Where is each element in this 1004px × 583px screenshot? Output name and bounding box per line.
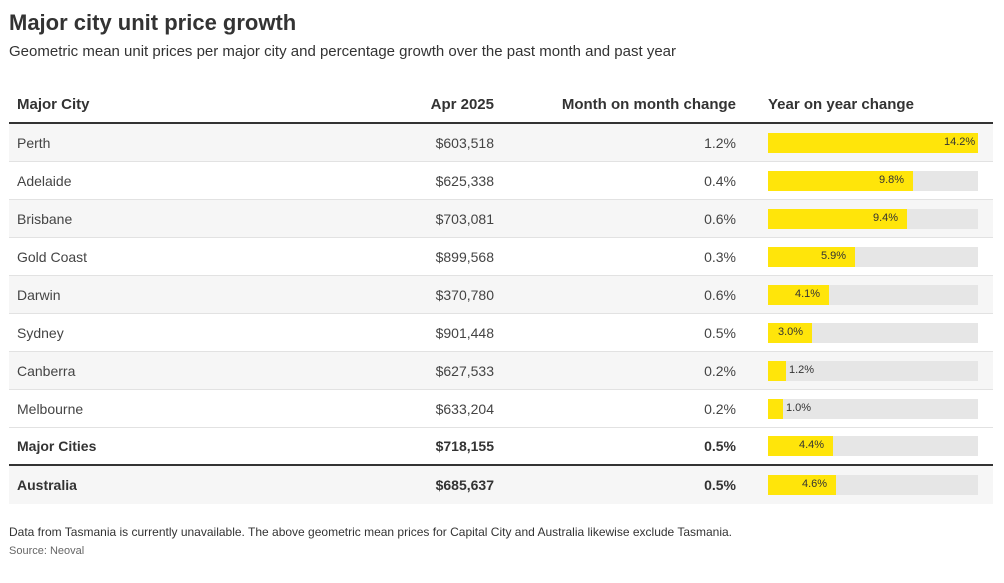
yoy-bar-track: 1.2% — [768, 360, 978, 381]
mom-change-cell: 0.5% — [494, 427, 736, 466]
mom-change-cell: 0.2% — [494, 351, 736, 390]
yoy-bar — [768, 322, 812, 343]
yoy-bar-label: 4.4% — [799, 439, 825, 451]
yoy-bar-label: 9.4% — [873, 211, 899, 224]
table-row: Gold Coast $899,568 0.3% 5.9% — [9, 237, 993, 276]
city-cell: Darwin — [9, 275, 259, 314]
table-row: Sydney $901,448 0.5% 3.0% — [9, 313, 993, 352]
yoy-bar-track: 9.8% — [768, 170, 978, 191]
mom-change-cell: 0.4% — [494, 161, 736, 200]
yoy-bar-track: 4.1% — [768, 284, 978, 305]
yoy-bar — [768, 360, 786, 381]
yoy-bar-track: 14.2% — [768, 132, 978, 153]
mom-change-cell: 1.2% — [494, 123, 736, 162]
yoy-change-cell: 9.4% — [736, 199, 993, 238]
yoy-bar — [768, 475, 836, 495]
yoy-bar-track: 4.6% — [768, 475, 978, 495]
price-cell: $625,338 — [259, 161, 494, 200]
mom-change-cell: 0.3% — [494, 237, 736, 276]
footnote: Data from Tasmania is currently unavaila… — [9, 525, 733, 539]
yoy-bar-label: 4.6% — [802, 478, 828, 490]
price-cell: $685,637 — [259, 465, 494, 504]
yoy-change-cell: 9.8% — [736, 161, 993, 200]
table-row: Australia $685,637 0.5% 4.6% — [9, 465, 993, 504]
yoy-change-cell: 3.0% — [736, 313, 993, 352]
yoy-bar — [768, 246, 855, 267]
yoy-bar-track: 5.9% — [768, 246, 978, 267]
header-apr-2025[interactable]: Apr 2025 — [259, 86, 494, 124]
table-body: Perth $603,518 1.2% 14.2% Adelaide $625,338 0.… — [9, 123, 993, 504]
price-cell: $718,155 — [259, 427, 494, 466]
mom-change-cell: 0.2% — [494, 389, 736, 428]
table-row: Melbourne $633,204 0.2% 1.0% — [9, 389, 993, 428]
header-month-on-month[interactable]: Month on month change — [494, 86, 736, 124]
yoy-bar-label: 1.0% — [786, 401, 812, 414]
yoy-bar — [768, 398, 783, 419]
chart-title: Major city unit price growth — [9, 10, 297, 35]
table-row: Canberra $627,533 0.2% 1.2% — [9, 351, 993, 390]
yoy-bar-track: 9.4% — [768, 208, 978, 229]
city-cell: Perth — [9, 123, 259, 162]
table-row: Adelaide $625,338 0.4% 9.8% — [9, 161, 993, 200]
yoy-change-cell: 5.9% — [736, 237, 993, 276]
city-cell: Sydney — [9, 313, 259, 352]
price-cell: $370,780 — [259, 275, 494, 314]
yoy-change-cell: 4.1% — [736, 275, 993, 314]
yoy-bar-track: 1.0% — [768, 398, 978, 419]
yoy-change-cell: 4.4% — [736, 427, 993, 466]
yoy-change-cell: 14.2% — [736, 123, 993, 162]
price-cell: $603,518 — [259, 123, 494, 162]
chart-subtitle: Geometric mean unit prices per major cit… — [9, 43, 677, 60]
mom-change-cell: 0.6% — [494, 199, 736, 238]
yoy-bar-label: 3.0% — [778, 325, 804, 338]
mom-change-cell: 0.5% — [494, 465, 736, 504]
yoy-bar — [768, 284, 829, 305]
city-cell: Brisbane — [9, 199, 259, 238]
yoy-bar-label: 9.8% — [879, 173, 905, 186]
yoy-change-cell: 1.0% — [736, 389, 993, 428]
mom-change-cell: 0.5% — [494, 313, 736, 352]
city-cell: Melbourne — [9, 389, 259, 428]
header-year-on-year[interactable]: Year on year change — [736, 86, 993, 124]
city-cell: Adelaide — [9, 161, 259, 200]
table-header-row: Major City Apr 2025 Month on month chang… — [9, 86, 993, 124]
price-cell: $633,204 — [259, 389, 494, 428]
source-note: Source: Neoval — [9, 545, 85, 557]
yoy-bar-label: 14.2% — [944, 135, 976, 148]
yoy-bar — [768, 170, 913, 191]
table-row: Perth $603,518 1.2% 14.2% — [9, 123, 993, 162]
mom-change-cell: 0.6% — [494, 275, 736, 314]
yoy-bar-track: 3.0% — [768, 322, 978, 343]
city-cell: Major Cities — [9, 427, 259, 466]
price-cell: $901,448 — [259, 313, 494, 352]
yoy-bar-track: 4.4% — [768, 436, 978, 456]
yoy-bar — [768, 208, 907, 229]
table-row: Brisbane $703,081 0.6% 9.4% — [9, 199, 993, 238]
table-row: Major Cities $718,155 0.5% 4.4% — [9, 427, 993, 466]
table-row: Darwin $370,780 0.6% 4.1% — [9, 275, 993, 314]
price-cell: $899,568 — [259, 237, 494, 276]
yoy-bar — [768, 436, 833, 456]
city-cell: Canberra — [9, 351, 259, 390]
city-cell: Gold Coast — [9, 237, 259, 276]
yoy-change-cell: 1.2% — [736, 351, 993, 390]
price-cell: $703,081 — [259, 199, 494, 238]
yoy-bar-label: 1.2% — [789, 363, 815, 376]
yoy-bar — [768, 132, 978, 153]
price-growth-table: Major City Apr 2025 Month on month chang… — [9, 86, 993, 504]
city-cell: Australia — [9, 465, 259, 504]
yoy-change-cell: 4.6% — [736, 465, 993, 504]
header-major-city[interactable]: Major City — [9, 86, 259, 124]
yoy-bar-label: 4.1% — [795, 287, 821, 300]
yoy-bar-label: 5.9% — [821, 249, 847, 262]
price-cell: $627,533 — [259, 351, 494, 390]
